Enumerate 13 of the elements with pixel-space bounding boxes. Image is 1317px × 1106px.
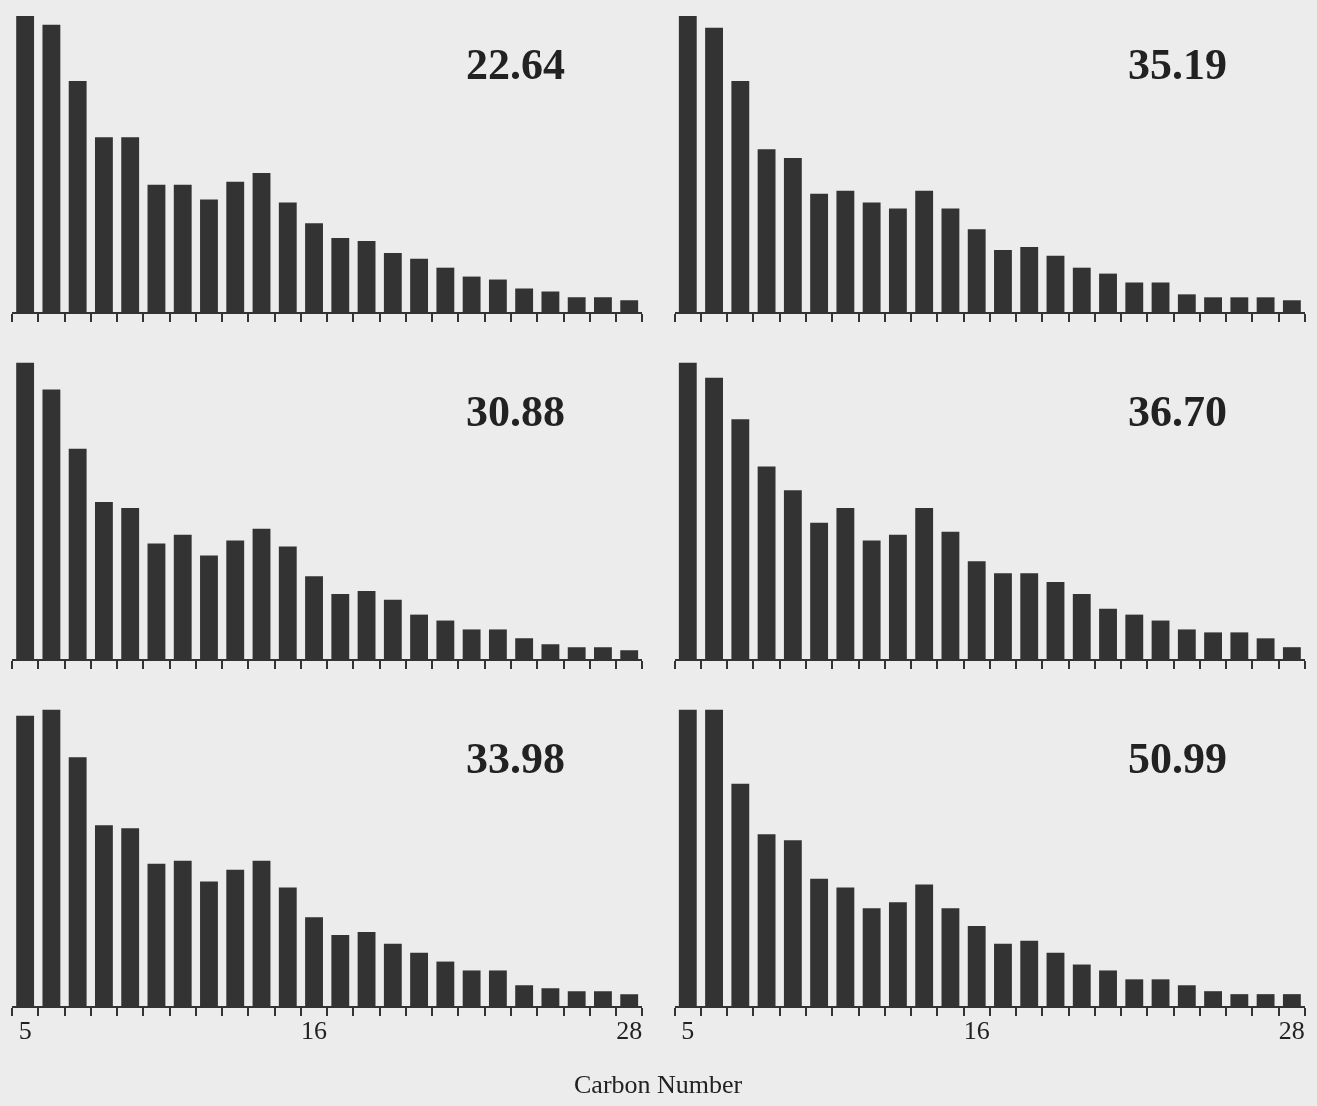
x-tick-label: 5	[18, 1016, 32, 1046]
x-tick-label: 28	[616, 1016, 643, 1046]
annotation: 30.88	[466, 387, 565, 436]
annotation: 33.98	[466, 734, 565, 783]
annotation: 36.70	[1128, 387, 1227, 436]
annotation: 35.19	[1128, 40, 1227, 89]
x-tick-label: 28	[1278, 1016, 1305, 1046]
x-axis-title: Carbon Number	[574, 1070, 743, 1099]
annotation: 22.64	[466, 40, 565, 89]
x-tick-label: 16	[301, 1016, 328, 1046]
annotation: 50.99	[1128, 734, 1227, 783]
x-tick-label: 16	[963, 1016, 990, 1046]
x-tick-label: 5	[681, 1016, 695, 1046]
